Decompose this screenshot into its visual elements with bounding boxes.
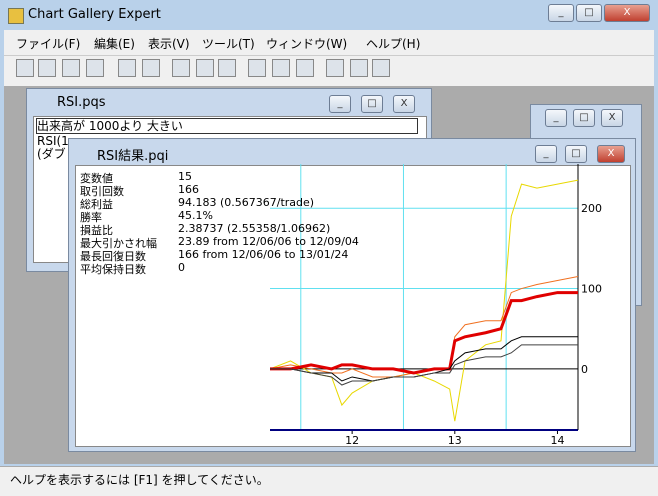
toolbar-button[interactable] [118,59,136,77]
maximize-button[interactable]: □ [565,145,587,163]
stat-value: 94.183 (0.567367/trade) [178,196,315,209]
x-tick-label: 12 [345,434,359,446]
toolbar-button[interactable] [326,59,344,77]
stat-value: 15 [178,170,192,183]
stat-label: 最長回復日数 [80,250,146,263]
stat-value: 0 [178,261,185,274]
series-line [270,276,579,378]
stat-value: 23.89 from 12/06/06 to 12/09/04 [178,235,359,248]
maximize-button[interactable]: □ [361,95,383,113]
stat-value: 166 [178,183,199,196]
stat-label: 総利益 [80,198,113,211]
toolbar-button[interactable] [272,59,290,77]
minimize-button[interactable]: _ [548,4,574,22]
toolbar-button[interactable] [38,59,56,77]
menu-item[interactable]: 編集(E) [94,37,135,51]
stat-value: 45.1% [178,209,213,222]
query-title: RSI.pqs [57,95,106,110]
y-tick-label: 0 [581,363,588,376]
maximize-button[interactable]: □ [576,4,602,22]
query-line: 出来高が 1000より 大きい [36,118,418,134]
y-tick-label: 100 [581,283,602,296]
app-title: Chart Gallery Expert [28,7,161,22]
stat-value: 2.38737 (2.55358/1.06962) [178,222,331,235]
chart: 0 100 200 12 13 14 [270,164,602,446]
minimize-button[interactable]: _ [329,95,351,113]
toolbar-button[interactable] [296,59,314,77]
toolbar-button[interactable] [248,59,266,77]
toolbar-button[interactable] [142,59,160,77]
x-tick-label: 13 [448,434,462,446]
menu-item[interactable]: 表示(V) [148,37,190,51]
menu-item[interactable]: ヘルプ(H) [366,37,421,51]
close-button[interactable]: X [393,95,415,113]
menu-item[interactable]: ファイル(F) [16,37,81,51]
stat-label: 最大引かされ幅 [80,237,157,250]
series-line [270,336,578,382]
status-bar: ヘルプを表示するには [F1] を押してください。 [0,466,658,496]
series-line [270,344,578,386]
toolbar-button[interactable] [86,59,104,77]
series-line [270,179,579,422]
menu-item[interactable]: ウィンドウ(W) [266,37,348,51]
stat-label: 勝率 [80,211,102,224]
toolbar-button[interactable] [218,59,236,77]
menu-item[interactable]: ツール(T) [202,37,255,51]
stat-value: 166 from 12/06/06 to 13/01/24 [178,248,349,261]
stat-label: 損益比 [80,224,113,237]
minimize-button[interactable]: _ [535,145,557,163]
toolbar-button[interactable] [172,59,190,77]
app-icon [8,8,24,24]
toolbar-button[interactable] [372,59,390,77]
close-button[interactable]: X [604,4,650,22]
separator [4,55,654,56]
status-text: ヘルプを表示するには [F1] を押してください。 [10,473,269,487]
stat-label: 変数値 [80,172,113,185]
result-title: RSI結果.pqi [97,149,169,164]
series-line [270,291,578,375]
stat-label: 取引回数 [80,185,124,198]
toolbar-button[interactable] [16,59,34,77]
result-body [75,165,631,447]
stat-label: 平均保持日数 [80,263,146,276]
y-tick-label: 200 [581,202,602,215]
close-button[interactable]: X [597,145,625,163]
query-line: RSI(1 [37,134,69,148]
toolbar-button[interactable] [350,59,368,77]
query-line: (ダブ [37,147,66,161]
x-tick-label: 14 [550,434,564,446]
toolbar-button[interactable] [62,59,80,77]
toolbar-button[interactable] [196,59,214,77]
